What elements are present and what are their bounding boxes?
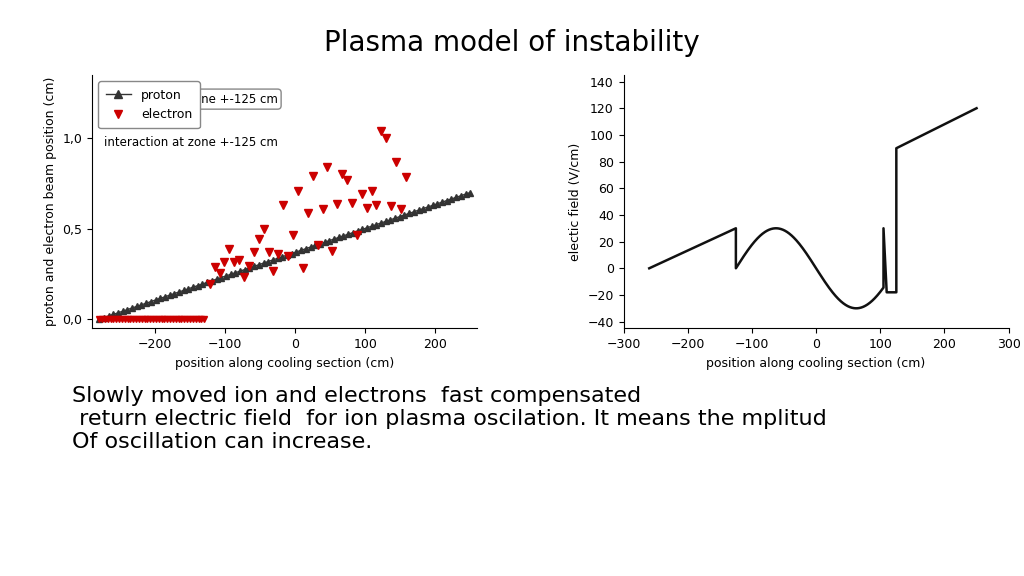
proton <box>422 203 434 210</box>
Legend: proton, electron: proton, electron <box>98 81 200 128</box>
proton <box>93 316 105 323</box>
Text: Plasma model of instability: Plasma model of instability <box>325 29 699 57</box>
Y-axis label: electic field (V/cm): electic field (V/cm) <box>569 142 582 261</box>
proton <box>257 260 269 267</box>
proton <box>313 240 326 247</box>
Text: interaction at zone +-125 cm: interaction at zone +-125 cm <box>103 136 278 149</box>
Line: proton: proton <box>96 190 473 322</box>
proton <box>347 229 359 236</box>
Text: Slowly moved ion and electrons  fast compensated
 return electric field  for ion: Slowly moved ion and electrons fast comp… <box>72 386 826 452</box>
proton <box>318 239 331 246</box>
Text: interaction at zone +-125 cm: interaction at zone +-125 cm <box>103 93 278 105</box>
X-axis label: position along cooling section (cm): position along cooling section (cm) <box>175 357 394 370</box>
Y-axis label: proton and electron beam position (cm): proton and electron beam position (cm) <box>44 77 57 326</box>
proton <box>464 189 476 196</box>
proton <box>333 234 345 241</box>
X-axis label: position along cooling section (cm): position along cooling section (cm) <box>707 357 926 370</box>
